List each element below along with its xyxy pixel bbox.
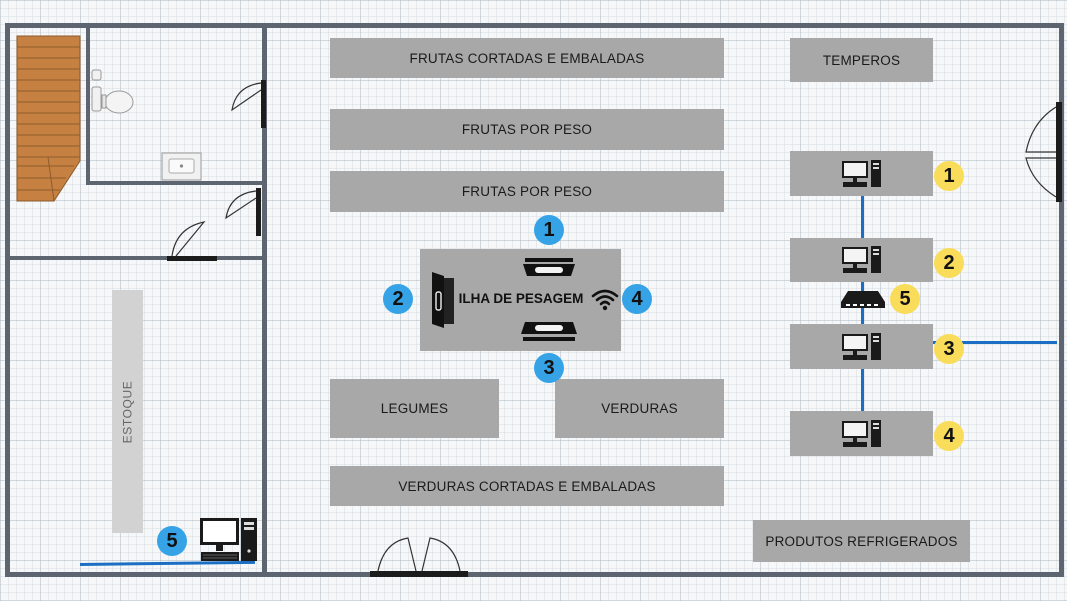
switch-marker: 5	[890, 284, 920, 314]
door-bathroom	[231, 80, 266, 128]
cash-register-icon	[432, 272, 454, 328]
cable-pc3-pc4	[861, 369, 864, 411]
computer-marker-4: 4	[934, 421, 964, 451]
computer-station-2	[790, 238, 933, 282]
outer-wall-left	[5, 23, 10, 577]
door-side-entrance	[1025, 102, 1062, 202]
storage-computer-marker: 5	[157, 526, 187, 556]
weighing-island-label: ILHA DE PESAGEM	[458, 291, 584, 306]
computer-icon	[841, 332, 881, 360]
island-marker-2: 2	[383, 284, 413, 314]
scale-top-icon	[523, 258, 575, 276]
computer-icon	[841, 419, 881, 447]
shelf-verduras-cortadas: VERDURAS CORTADAS E EMBALADAS	[330, 466, 724, 506]
bathroom-wall-horizontal	[86, 181, 267, 185]
computer-marker-3: 3	[934, 334, 964, 364]
bathroom-wall-vertical	[86, 23, 90, 185]
door-storage-room	[225, 188, 261, 236]
computer-marker-1: 1	[934, 161, 964, 191]
computer-station-3	[790, 324, 933, 369]
shelf-produtos-refrigerados: PRODUTOS REFRIGERADOS	[753, 520, 970, 562]
sink	[161, 152, 202, 181]
computer-icon	[841, 159, 881, 187]
interior-wall-horizontal	[5, 256, 267, 260]
cable-pc1-pc2	[861, 196, 864, 238]
cable-switch-pc3	[861, 308, 864, 324]
shelf-frutas-peso-1: FRUTAS POR PESO	[330, 109, 724, 150]
island-marker-4: 4	[622, 284, 652, 314]
outer-wall-top	[5, 23, 1064, 28]
staircase	[16, 35, 81, 202]
computer-station-4	[790, 411, 933, 456]
island-marker-1: 1	[534, 215, 564, 245]
shelf-legumes: LEGUMES	[330, 379, 499, 438]
cable-pc2-switch	[861, 282, 864, 292]
interior-wall-vertical	[262, 23, 267, 577]
computer-station-1	[790, 151, 933, 196]
shelf-temperos: TEMPEROS	[790, 38, 933, 82]
computer-marker-2: 2	[934, 248, 964, 278]
wifi-icon	[591, 289, 619, 311]
computer-icon	[841, 246, 881, 273]
scale-bottom-icon	[521, 322, 577, 341]
shelf-frutas-peso-2: FRUTAS POR PESO	[330, 171, 724, 212]
shelf-verduras: VERDURAS	[555, 379, 724, 438]
island-marker-3: 3	[534, 353, 564, 383]
shelf-frutas-cortadas: FRUTAS CORTADAS E EMBALADAS	[330, 38, 724, 78]
cable-outgoing	[933, 341, 1057, 344]
door-corridor	[167, 221, 217, 261]
outer-wall-bottom	[5, 572, 1064, 577]
toilet	[91, 69, 134, 114]
outer-wall-right	[1059, 23, 1064, 577]
network-switch-icon	[841, 291, 885, 308]
storage-label: ESTOQUE	[120, 380, 135, 443]
storage-computer-icon	[200, 518, 257, 561]
storage-rack: ESTOQUE	[112, 290, 143, 533]
door-main-entrance	[370, 537, 468, 577]
